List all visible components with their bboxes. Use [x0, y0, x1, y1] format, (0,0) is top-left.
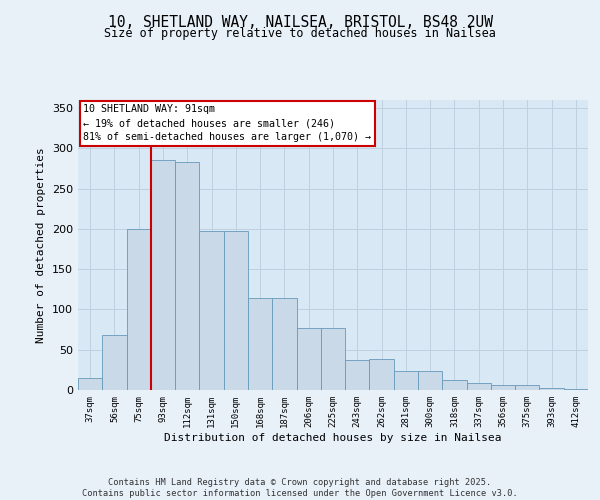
Text: 10, SHETLAND WAY, NAILSEA, BRISTOL, BS48 2UW: 10, SHETLAND WAY, NAILSEA, BRISTOL, BS48…	[107, 15, 493, 30]
Bar	[418, 370, 442, 390]
Text: Size of property relative to detached houses in Nailsea: Size of property relative to detached ho…	[104, 28, 496, 40]
Bar	[442, 380, 467, 390]
Text: 10 SHETLAND WAY: 91sqm
← 19% of detached houses are smaller (246)
81% of semi-de: 10 SHETLAND WAY: 91sqm ← 19% of detached…	[83, 104, 371, 142]
Bar	[467, 383, 491, 390]
Bar	[127, 229, 151, 390]
Bar	[272, 298, 296, 390]
Bar	[102, 335, 127, 390]
Bar	[564, 389, 588, 390]
Bar	[199, 232, 224, 390]
Bar	[296, 328, 321, 390]
Bar	[175, 162, 199, 390]
Bar	[248, 298, 272, 390]
Bar	[321, 328, 345, 390]
Text: Contains HM Land Registry data © Crown copyright and database right 2025.
Contai: Contains HM Land Registry data © Crown c…	[82, 478, 518, 498]
Bar	[491, 385, 515, 390]
Bar	[539, 388, 564, 390]
Bar	[370, 360, 394, 390]
Bar	[78, 378, 102, 390]
Bar	[394, 370, 418, 390]
Bar	[515, 385, 539, 390]
X-axis label: Distribution of detached houses by size in Nailsea: Distribution of detached houses by size …	[164, 432, 502, 442]
Bar	[224, 232, 248, 390]
Bar	[151, 160, 175, 390]
Y-axis label: Number of detached properties: Number of detached properties	[37, 147, 46, 343]
Bar	[345, 360, 370, 390]
